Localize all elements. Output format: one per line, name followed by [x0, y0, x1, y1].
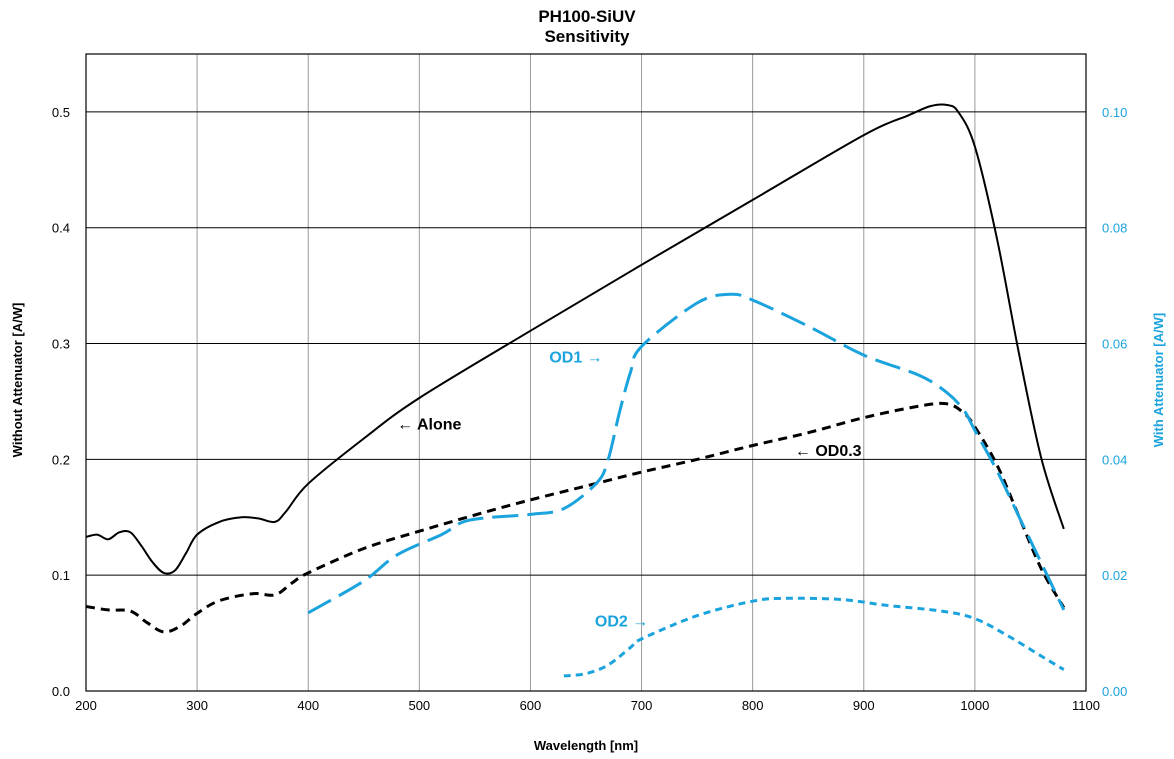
x-tick-label: 300	[186, 698, 208, 713]
annotation-od1: OD1 →	[549, 349, 602, 366]
data-series	[85, 103, 1066, 678]
series-line-alone	[85, 103, 1065, 575]
annotation-od2: OD2 →	[595, 613, 648, 630]
x-tick-label: 500	[408, 698, 430, 713]
chart-title: PH100-SiUV Sensitivity	[538, 7, 636, 46]
x-tick-label: 1100	[1072, 698, 1100, 713]
right-tick-label: 0.08	[1102, 221, 1127, 236]
annotation-od03: ← OD0.3	[795, 443, 862, 460]
left-tick-label: 0.0	[52, 684, 70, 699]
series-line-od2	[563, 596, 1065, 678]
chart-title-line1: PH100-SiUV	[538, 7, 636, 26]
right-tick-label: 0.04	[1102, 452, 1127, 467]
x-tick-label: 200	[75, 698, 97, 713]
grid-lines	[85, 54, 1087, 691]
right-tick-label: 0.10	[1102, 105, 1127, 120]
right-axis-ticks: 0.00 0.02 0.04 0.06 0.08 0.10	[1102, 105, 1127, 699]
left-tick-label: 0.4	[52, 221, 70, 236]
annotation-alone: ← Alone	[397, 416, 461, 433]
left-axis-ticks: 0.0 0.1 0.2 0.3 0.4 0.5	[52, 105, 70, 699]
series-line-od03	[85, 401, 1066, 634]
left-tick-label: 0.1	[52, 568, 70, 583]
left-tick-label: 0.3	[52, 337, 70, 352]
x-tick-label: 700	[631, 698, 653, 713]
left-tick-label: 0.5	[52, 105, 70, 120]
x-axis-title: Wavelength [nm]	[534, 738, 638, 753]
chart-title-line2: Sensitivity	[544, 27, 630, 46]
left-axis-title: Without Attenuator [A/W]	[10, 303, 25, 458]
left-tick-label: 0.2	[52, 452, 70, 467]
series-annotations: ← Alone ← OD0.3 OD1 → OD2 →	[397, 349, 862, 630]
x-tick-label: 800	[742, 698, 764, 713]
x-tick-label: 900	[853, 698, 875, 713]
series-line-od1	[307, 292, 1066, 615]
x-tick-label: 600	[520, 698, 542, 713]
plot-frame	[85, 53, 1087, 692]
right-tick-label: 0.06	[1102, 337, 1127, 352]
x-tick-label: 400	[297, 698, 319, 713]
right-tick-label: 0.00	[1102, 684, 1127, 699]
x-tick-label: 1000	[960, 698, 989, 713]
right-axis-title: With Attenuator [A/W]	[1151, 313, 1166, 447]
right-tick-label: 0.02	[1102, 568, 1127, 583]
x-axis-ticks: 200 300 400 500 600 700 800 900 1000 1100	[75, 698, 1100, 713]
